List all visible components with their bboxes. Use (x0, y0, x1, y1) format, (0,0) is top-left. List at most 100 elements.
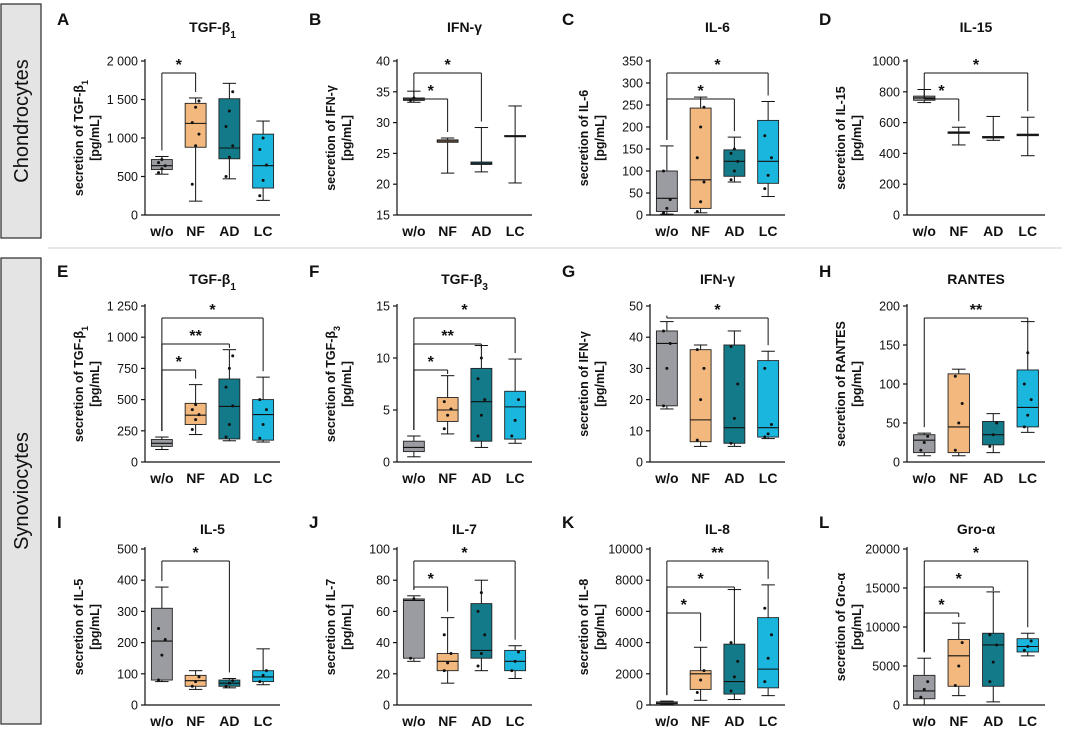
x-tick-label: NF (691, 223, 710, 239)
x-tick-label: LC (254, 713, 273, 729)
data-point (695, 438, 699, 442)
significance-label: * (973, 57, 980, 74)
box-iqr (252, 399, 275, 441)
y-axis-label-text: secretion of TGF-β (324, 331, 338, 442)
data-point (510, 669, 514, 673)
box-wo (655, 700, 678, 705)
y-tick-label: 6000 (615, 605, 643, 619)
data-point (194, 105, 198, 109)
x-tick-label: NF (186, 470, 205, 486)
significance-bracket: ** (923, 302, 1029, 428)
data-point (160, 158, 164, 162)
data-point (953, 684, 957, 687)
x-tick-label: w/o (654, 713, 678, 729)
panel-letter: E (57, 262, 68, 281)
significance-label: * (714, 302, 721, 319)
box-nf (947, 126, 970, 146)
box-lc (757, 584, 780, 697)
y-axis-label-text: secretion of TGF-β (72, 85, 86, 196)
y-tick-label: 20 (629, 393, 643, 407)
significance-label: ** (711, 545, 724, 562)
panel-letter: L (819, 513, 829, 532)
significance-label: * (445, 57, 452, 74)
y-axis-label-text: secretion of Gro-α (834, 572, 848, 681)
x-tick-label: NF (438, 470, 457, 486)
significance-label: * (176, 354, 183, 371)
box-wo (150, 436, 173, 451)
data-point (163, 637, 167, 641)
y-tick-label: 400 (879, 147, 900, 161)
y-tick-label: 150 (622, 143, 643, 157)
x-tick-label: LC (506, 223, 525, 239)
synoviocytes-side-label-box (0, 257, 42, 725)
x-tick-label: LC (1018, 713, 1037, 729)
box-iqr (757, 360, 780, 438)
y-tick-label: 80 (376, 574, 390, 588)
y-axis-unit: [pg/mL] (593, 604, 607, 650)
data-point (194, 144, 198, 148)
x-tick-label: w/o (912, 713, 936, 729)
y-tick-label: 10 (629, 424, 643, 438)
y-tick-label: 100 (369, 543, 390, 557)
x-tick-label: NF (949, 223, 968, 239)
data-point (224, 684, 228, 688)
box-iqr (689, 107, 712, 209)
y-tick-label: 10 (376, 352, 390, 366)
data-point (190, 428, 194, 432)
box-nf (947, 622, 970, 697)
y-tick-label: 1 500 (107, 93, 138, 107)
y-tick-label: 25 (376, 147, 390, 161)
panel-l: L Gro-α secretion of Gro-α [pg/mL] 0 5000 1000… (819, 513, 1045, 729)
y-tick-label: 0 (893, 209, 900, 223)
significance-label: * (176, 57, 183, 74)
box-lc (1016, 321, 1039, 433)
data-point (736, 659, 740, 663)
data-point (261, 423, 265, 427)
chart-title: IL-7 (452, 521, 477, 537)
significance-bracket: ** (666, 545, 769, 696)
chondrocytes-side-label-group: Chondrocytes (0, 3, 42, 239)
box-iqr (982, 420, 1005, 446)
box-nf (689, 344, 712, 447)
box-iqr (723, 643, 746, 695)
y-tick-label: 100 (117, 667, 138, 681)
y-tick-label: 8000 (615, 574, 643, 588)
data-point (991, 660, 995, 664)
y-axis-unit: [pg/mL] (850, 604, 864, 650)
data-point (227, 155, 231, 159)
significance-bracket: * (413, 83, 449, 132)
data-point (264, 408, 268, 412)
x-tick-label: w/o (654, 470, 678, 486)
y-axis-unit: [pg/mL] (850, 361, 864, 407)
data-point (261, 178, 265, 182)
x-tick-label: AD (219, 470, 239, 486)
data-point (702, 366, 706, 370)
x-tick-label: w/o (654, 223, 678, 239)
y-tick-label: 0 (131, 456, 138, 470)
y-tick-label: 1 250 (107, 300, 138, 314)
y-axis-label-text: secretion of IL-6 (577, 90, 591, 187)
significance-bracket: * (923, 57, 1029, 112)
box-nf (184, 670, 207, 690)
data-point (732, 675, 736, 679)
significance-label: * (938, 597, 945, 614)
y-tick-label: 0 (636, 209, 643, 223)
y-axis-label-text: secretion of IL-5 (72, 579, 86, 676)
data-point (763, 366, 767, 370)
data-point (1026, 645, 1030, 648)
box-iqr (402, 440, 425, 453)
data-point (190, 182, 194, 186)
data-point (442, 427, 446, 431)
data-point (258, 398, 262, 402)
y-tick-label: 20 (376, 667, 390, 681)
data-point (729, 441, 733, 445)
significance-label: * (461, 302, 468, 319)
data-point (231, 144, 235, 148)
chart-title-subscript: 1 (230, 30, 236, 41)
y-axis-label-text: secretion of IFN-γ (577, 331, 591, 437)
y-tick-label: 500 (117, 393, 138, 407)
data-point (227, 109, 231, 113)
data-point (261, 136, 265, 140)
y-axis-label: secretion of IL-15 (834, 86, 848, 190)
data-point (995, 643, 999, 647)
